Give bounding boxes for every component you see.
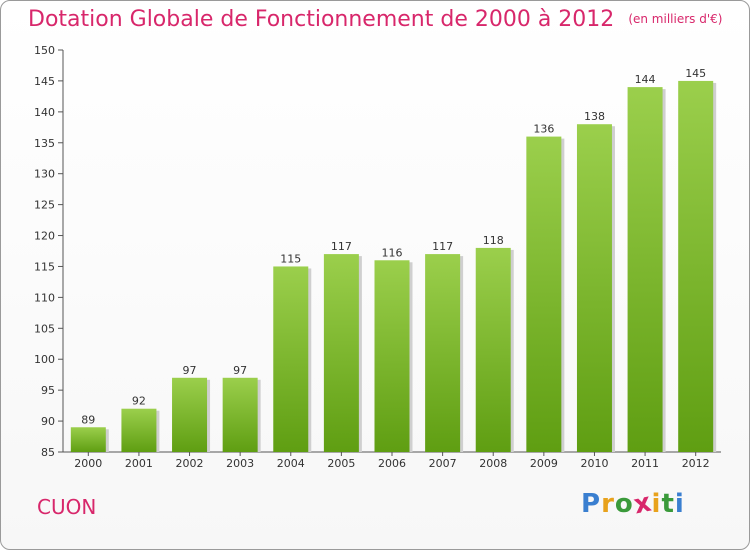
bar xyxy=(172,377,208,452)
x-tick-label: 2011 xyxy=(631,457,659,470)
bar-value-label: 136 xyxy=(533,123,554,136)
logo-letter: i xyxy=(674,489,685,519)
bar-value-label: 115 xyxy=(280,252,301,265)
bar-value-label: 117 xyxy=(432,240,453,253)
x-tick-label: 2001 xyxy=(125,457,153,470)
bar-value-label: 97 xyxy=(183,364,197,377)
chart-title-text: Dotation Globale de Fonctionnement de 20… xyxy=(28,7,615,32)
logo-letter: P xyxy=(581,489,602,519)
bar xyxy=(627,87,663,452)
y-tick-label: 115 xyxy=(34,260,55,273)
x-tick-label: 2007 xyxy=(429,457,457,470)
bar-value-label: 145 xyxy=(685,67,706,80)
bar-value-label: 138 xyxy=(584,110,605,123)
bar-value-label: 97 xyxy=(233,364,247,377)
bar xyxy=(121,408,157,452)
commune-name: CUON xyxy=(37,495,97,519)
proxiti-logo: Proxiti xyxy=(581,487,685,520)
bar xyxy=(425,254,461,452)
x-tick-label: 2004 xyxy=(277,457,305,470)
y-tick-label: 100 xyxy=(34,353,55,366)
logo-letter: i xyxy=(651,489,662,519)
logo-letter: t xyxy=(661,489,675,519)
x-tick-label: 2003 xyxy=(226,457,254,470)
y-tick-label: 105 xyxy=(34,322,55,335)
x-tick-label: 2000 xyxy=(74,457,102,470)
bar xyxy=(374,260,410,452)
x-tick-label: 2002 xyxy=(176,457,204,470)
x-tick-label: 2006 xyxy=(378,457,406,470)
chart-title: Dotation Globale de Fonctionnement de 20… xyxy=(28,7,722,32)
bar-value-label: 89 xyxy=(81,413,95,426)
logo-letter: o xyxy=(614,489,634,519)
y-tick-label: 145 xyxy=(34,75,55,88)
bar xyxy=(526,136,562,453)
y-tick-label: 90 xyxy=(41,415,55,428)
x-tick-label: 2005 xyxy=(327,457,355,470)
x-tick-label: 2008 xyxy=(479,457,507,470)
bar xyxy=(323,254,359,452)
y-tick-label: 130 xyxy=(34,168,55,181)
bar xyxy=(678,80,714,452)
bar-value-label: 117 xyxy=(331,240,352,253)
bar xyxy=(70,427,106,452)
y-tick-label: 95 xyxy=(41,384,55,397)
y-tick-label: 140 xyxy=(34,106,55,119)
bar xyxy=(222,377,258,452)
y-tick-label: 125 xyxy=(34,199,55,212)
bar-value-label: 116 xyxy=(382,246,403,259)
y-tick-label: 120 xyxy=(34,230,55,243)
bar-value-label: 144 xyxy=(635,73,656,86)
y-tick-label: 150 xyxy=(34,44,55,57)
x-tick-label: 2012 xyxy=(682,457,710,470)
bar xyxy=(475,247,511,452)
y-tick-label: 135 xyxy=(34,137,55,150)
bar-value-label: 92 xyxy=(132,395,146,408)
x-tick-label: 2010 xyxy=(580,457,608,470)
x-tick-label: 2009 xyxy=(530,457,558,470)
y-tick-label: 85 xyxy=(41,446,55,459)
bar xyxy=(273,266,309,452)
bar xyxy=(576,124,612,452)
y-tick-label: 110 xyxy=(34,291,55,304)
logo-letter: r xyxy=(601,489,615,519)
bar-value-label: 118 xyxy=(483,234,504,247)
chart-subtitle: (en milliers d'€) xyxy=(628,12,723,26)
